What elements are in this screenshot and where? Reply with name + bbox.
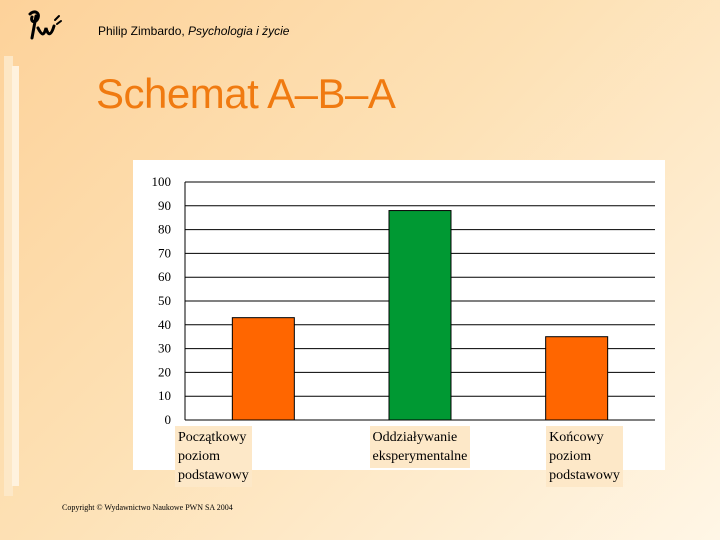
bar-chart: 0 10 20 30 40 50 60 70 80 90 100 bbox=[152, 174, 655, 427]
copyright-note: Copyright © Wydawnictwo Naukowe PWN SA 2… bbox=[62, 503, 233, 512]
y-tick-label: 60 bbox=[158, 269, 171, 284]
y-tick-label: 10 bbox=[158, 388, 171, 403]
category-label-line: Początkowy bbox=[178, 430, 247, 445]
y-tick-label: 90 bbox=[158, 198, 171, 213]
header-book-title: Psychologia i życie bbox=[188, 24, 290, 38]
bar bbox=[545, 336, 609, 421]
category-label: Oddziaływanie eksperymentalne bbox=[369, 426, 471, 468]
y-tick-label: 80 bbox=[158, 222, 171, 237]
decorative-squares-inner bbox=[12, 66, 21, 486]
y-tick-label: 0 bbox=[165, 412, 172, 427]
category-label: Końcowy poziom podstawowy bbox=[546, 426, 623, 487]
slide-title: Schemat A–B–A bbox=[96, 70, 396, 117]
category-label: Początkowy poziom podstawowy bbox=[175, 426, 252, 487]
y-tick-label: 70 bbox=[158, 245, 171, 260]
header-author: Philip Zimbardo, bbox=[98, 24, 189, 38]
category-label-line: eksperymentalne bbox=[372, 449, 468, 464]
y-tick-label: 30 bbox=[158, 341, 171, 356]
category-label-line: Końcowy bbox=[549, 430, 604, 445]
category-label-line: poziom bbox=[178, 449, 220, 464]
category-label-line: Oddziaływanie bbox=[372, 430, 458, 445]
bar bbox=[231, 317, 295, 421]
pwn-logo-icon bbox=[28, 10, 62, 40]
category-label-line: poziom bbox=[549, 449, 592, 464]
y-tick-label: 50 bbox=[158, 293, 171, 308]
category-label-line: podstawowy bbox=[178, 468, 249, 483]
bar bbox=[388, 210, 452, 421]
y-tick-label: 100 bbox=[152, 174, 172, 189]
category-label-line: podstawowy bbox=[549, 468, 620, 483]
y-tick-label: 40 bbox=[158, 317, 171, 332]
slide-header: Philip Zimbardo, Psychologia i życie bbox=[98, 24, 289, 38]
y-tick-label: 20 bbox=[158, 364, 171, 379]
chart-container: 0 10 20 30 40 50 60 70 80 90 100 Początkowy poziom p… bbox=[133, 160, 665, 487]
